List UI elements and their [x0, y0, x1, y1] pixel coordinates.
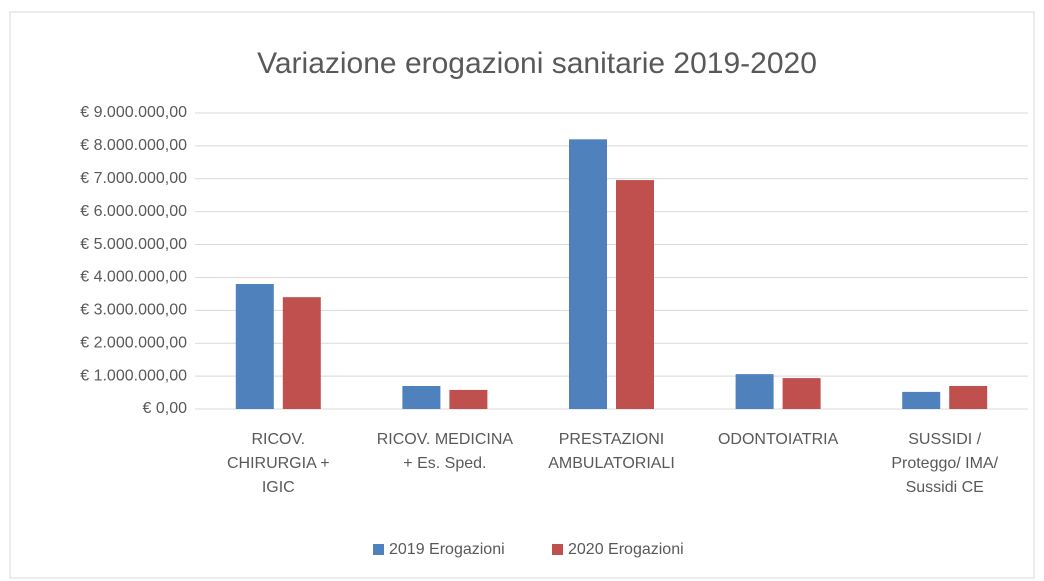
- y-tick-label: € 8.000.000,00: [80, 137, 187, 154]
- y-tick-label: € 4.000.000,00: [80, 269, 187, 286]
- chart-title: Variazione erogazioni sanitarie 2019-202…: [257, 47, 817, 80]
- y-tick-label: € 7.000.000,00: [80, 170, 187, 187]
- x-tick-label: RICOV. MEDICINA + Es. Sped.: [376, 431, 514, 472]
- bar: [402, 385, 441, 409]
- x-tick-label: SUSSIDI / Proteggo/ IMA/ Sussidi CE: [891, 431, 999, 496]
- y-tick-label: € 1.000.000,00: [80, 367, 187, 384]
- legend-swatch: [552, 544, 563, 555]
- y-tick-label: € 9.000.000,00: [80, 104, 187, 121]
- y-tick-label: € 3.000.000,00: [80, 302, 187, 319]
- x-tick-label: PRESTAZIONI AMBULATORIALI: [548, 431, 675, 472]
- bar: [902, 391, 941, 409]
- bar: [449, 389, 488, 409]
- legend-label: 2020 Erogazioni: [568, 541, 684, 558]
- bar: [235, 284, 274, 409]
- bar: [735, 374, 774, 409]
- y-tick-label: € 2.000.000,00: [80, 334, 187, 351]
- bar: [782, 378, 821, 409]
- bar: [569, 139, 607, 410]
- x-tick-label: RICOV. CHIRURGIA + IGIC: [226, 431, 330, 496]
- legend-label: 2019 Erogazioni: [389, 541, 505, 558]
- y-tick-label: € 0,00: [143, 400, 188, 417]
- x-tick-label: ODONTOIATRIA: [717, 431, 839, 448]
- y-tick-label: € 6.000.000,00: [80, 203, 187, 220]
- bar: [616, 180, 654, 409]
- chart-frame: [9, 11, 1035, 579]
- y-tick-label: € 5.000.000,00: [80, 236, 187, 253]
- bar: [282, 297, 321, 409]
- bar: [949, 385, 988, 409]
- legend-swatch: [373, 544, 384, 555]
